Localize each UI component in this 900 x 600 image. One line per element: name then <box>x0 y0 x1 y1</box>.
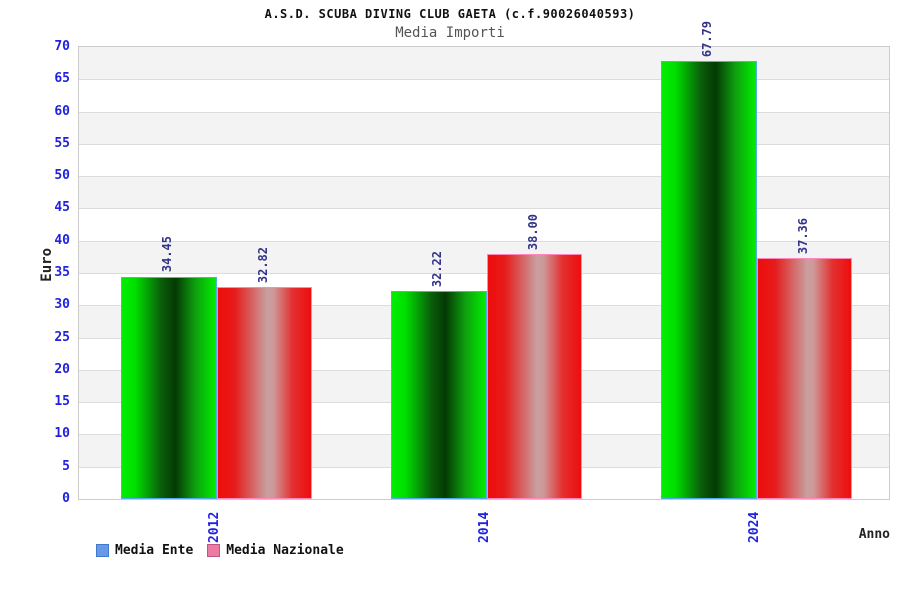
grid-band <box>79 47 889 80</box>
gridline <box>79 240 889 242</box>
y-tick-label: 25 <box>54 329 70 345</box>
grid-band <box>79 111 889 144</box>
legend-label-media-nazionale: Media Nazionale <box>226 543 344 558</box>
y-tick-label: 50 <box>54 168 70 184</box>
x-tick-label-2012: 2012 <box>206 511 222 543</box>
y-tick-label: 55 <box>54 135 70 151</box>
media-ente-swatch-icon <box>96 544 109 557</box>
legend-item-media-nazionale: Media Nazionale <box>207 543 344 558</box>
media-nazionale-swatch-icon <box>207 544 221 557</box>
y-tick-label: 40 <box>54 232 70 248</box>
bar-media-nazionale-2014 <box>487 253 582 499</box>
gridline <box>79 79 889 81</box>
bar-value-label: 32.82 <box>255 246 270 284</box>
x-axis-title: Anno <box>858 527 890 542</box>
grid-band <box>79 176 889 209</box>
gridline <box>79 273 889 274</box>
bar-media-nazionale-2024 <box>757 257 852 499</box>
legend-label-media-ente: Media Ente <box>115 543 194 558</box>
bar-media-ente-2014 <box>390 290 487 499</box>
legend: Media Ente Media Nazionale <box>96 543 344 558</box>
chart-subtitle: Media Importi <box>395 25 505 41</box>
bar-value-label: 34.45 <box>159 236 174 273</box>
chart-title: A.S.D. SCUBA DIVING CLUB GAETA (c.f.9002… <box>264 7 636 21</box>
bar-value-label: 38.00 <box>525 213 540 250</box>
y-tick-label: 0 <box>62 491 70 506</box>
y-tick-label: 65 <box>54 71 70 87</box>
bar-media-ente-2012 <box>120 276 217 499</box>
y-tick-label: 70 <box>54 39 70 54</box>
y-tick-label: 5 <box>62 458 70 474</box>
gridline <box>79 176 889 178</box>
y-tick-label: 45 <box>54 200 70 216</box>
x-tick-label-2014: 2014 <box>476 511 492 543</box>
grid-band <box>79 143 889 177</box>
y-tick-label: 15 <box>54 394 70 410</box>
y-tick-label: 10 <box>54 426 70 442</box>
grid-band <box>79 79 889 112</box>
gridline <box>79 111 889 113</box>
x-tick-label-2024: 2024 <box>746 511 762 543</box>
y-tick-label: 20 <box>54 361 70 377</box>
grid-band <box>79 208 889 241</box>
plot-area: 34.45 32.82 32.22 38.00 67.79 37.36 <box>78 21 890 500</box>
y-tick-label: 30 <box>54 297 70 313</box>
legend-item-media-ente: Media Ente <box>96 543 193 558</box>
bar-value-label: 67.79 <box>699 21 714 58</box>
bar-value-label: 32.22 <box>429 250 444 287</box>
gridline <box>79 208 889 210</box>
bar-value-label: 37.36 <box>795 217 810 254</box>
bar-media-nazionale-2012 <box>217 287 312 499</box>
bar-media-ente-2024 <box>660 61 757 499</box>
y-axis-title: Euro <box>39 248 55 282</box>
y-tick-label: 60 <box>54 103 70 119</box>
gridline <box>79 143 889 145</box>
y-tick-label: 35 <box>54 265 70 280</box>
